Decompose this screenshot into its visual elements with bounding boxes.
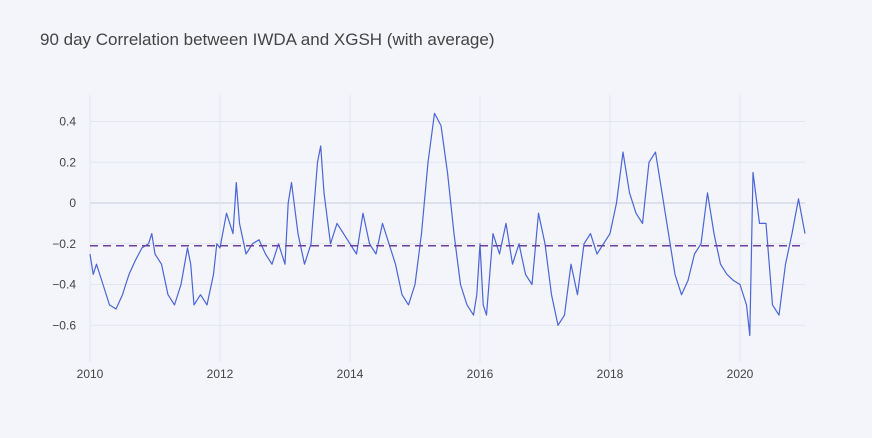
y-tick-label: 0.4 <box>59 114 76 128</box>
x-tick-label: 2018 <box>597 367 624 381</box>
correlation-line <box>89 112 806 337</box>
y-tick-label: −0.2 <box>52 237 76 251</box>
chart-title: 90 day Correlation between IWDA and XGSH… <box>40 30 495 49</box>
y-tick-label: −0.4 <box>52 278 76 292</box>
series-layer <box>89 112 806 337</box>
grid <box>89 95 805 362</box>
y-tick-label: 0 <box>69 196 76 210</box>
tick-labels: 0.4 0.2 0 −0.2 −0.4 −0.6 2010 2012 2014 2016 2018 2… <box>52 114 753 381</box>
x-tick-label: 2012 <box>207 367 234 381</box>
y-tick-label: −0.6 <box>52 318 76 332</box>
x-tick-label: 2016 <box>467 367 494 381</box>
y-tick-label: 0.2 <box>59 155 76 169</box>
x-tick-label: 2020 <box>727 367 754 381</box>
x-tick-label: 2010 <box>77 367 104 381</box>
x-tick-label: 2014 <box>337 367 364 381</box>
